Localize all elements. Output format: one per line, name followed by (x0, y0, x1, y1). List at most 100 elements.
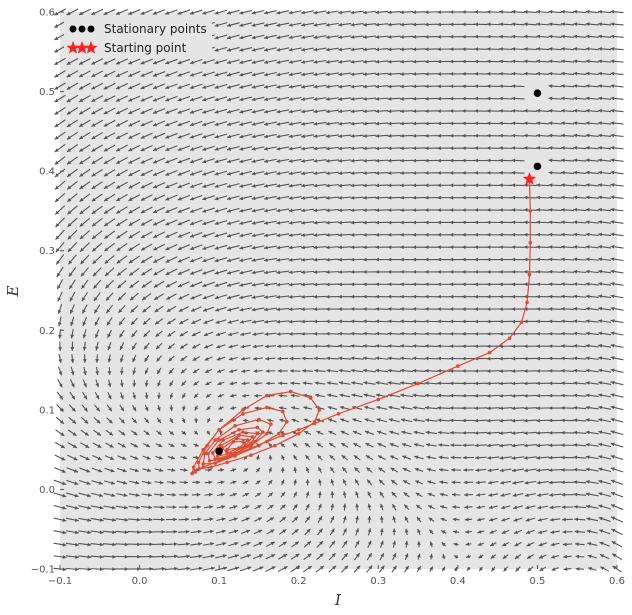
vector-arrow (598, 343, 612, 348)
vector-arrow (362, 171, 376, 176)
vector-arrow (573, 319, 587, 324)
vector-arrow (288, 258, 302, 262)
trajectory-point (201, 447, 206, 452)
vector-arrow (95, 366, 100, 376)
vector-arrow (537, 505, 549, 510)
vector-arrow (501, 517, 510, 522)
vector-arrow (251, 109, 265, 114)
vector-arrow (437, 59, 451, 64)
vector-arrow (276, 158, 290, 163)
vector-arrow (379, 515, 384, 524)
vector-arrow (128, 70, 141, 77)
vector-arrow (514, 541, 522, 547)
vector-arrow (573, 71, 587, 76)
vector-arrow (140, 107, 153, 115)
vector-arrow (329, 466, 335, 474)
vector-arrow (453, 555, 459, 559)
vector-arrow (69, 304, 75, 314)
vector-arrow (362, 307, 376, 311)
vector-arrow (115, 505, 128, 510)
vector-arrow (598, 380, 612, 385)
trajectory-point (243, 443, 248, 448)
vector-arrow (202, 158, 215, 164)
vector-arrow (91, 58, 104, 65)
vector-arrow (536, 418, 550, 423)
vector-arrow (203, 529, 214, 534)
vector-arrow (144, 379, 149, 387)
vector-arrow (338, 233, 352, 237)
vector-arrow (387, 146, 401, 151)
vector-arrow (192, 480, 201, 485)
vector-arrow (179, 343, 188, 349)
vector-arrow (523, 319, 537, 324)
vector-arrow (501, 529, 510, 534)
trajectory-point (296, 431, 301, 436)
vector-arrow (280, 491, 286, 498)
vector-arrow (427, 492, 436, 497)
vector-arrow (573, 381, 587, 385)
vector-arrow (424, 356, 438, 361)
vector-arrow (276, 10, 290, 15)
vector-arrow (437, 133, 451, 138)
vector-arrow (130, 305, 139, 313)
vector-arrow (486, 356, 500, 361)
vector-arrow (141, 493, 152, 497)
vector-arrow (165, 132, 178, 139)
vector-arrow (239, 146, 253, 151)
vector-arrow (214, 34, 228, 40)
vector-arrow (474, 146, 488, 151)
vector-arrow (102, 567, 117, 572)
vector-arrow (263, 270, 277, 275)
vector-arrow (207, 418, 211, 423)
vector-arrow (79, 242, 90, 253)
vector-arrow (536, 47, 550, 51)
vector-arrow (449, 34, 463, 39)
vector-arrow (562, 530, 573, 534)
vector-arrow (461, 146, 475, 151)
vector-arrow (140, 218, 153, 226)
vector-arrow (362, 245, 376, 250)
vector-arrow (375, 146, 389, 151)
vector-arrow (474, 220, 488, 225)
x-tick-label: 0.1 (211, 576, 227, 587)
vector-arrow (400, 96, 414, 101)
vector-arrow (523, 456, 537, 460)
vector-arrow (560, 84, 575, 88)
vector-arrow (325, 72, 339, 77)
vector-arrow (156, 355, 162, 362)
vector-arrow (55, 229, 65, 240)
vector-arrow (461, 109, 475, 113)
vector-arrow (241, 505, 250, 510)
vector-arrow (474, 294, 488, 299)
vector-arrow (598, 145, 612, 150)
vector-arrow (400, 307, 414, 311)
vector-arrow (239, 121, 253, 126)
vector-arrow (69, 391, 76, 400)
vector-arrow (523, 344, 537, 349)
vector-arrow (152, 95, 166, 102)
vector-arrow (598, 467, 612, 473)
vector-arrow (263, 195, 277, 201)
vector-arrow (400, 10, 414, 15)
vector-arrow (610, 430, 624, 436)
vector-arrow (536, 22, 550, 27)
vector-arrow (536, 282, 550, 287)
vector-arrow (288, 282, 302, 287)
vector-arrow (548, 369, 562, 373)
vector-arrow (486, 406, 500, 411)
vector-arrow (313, 331, 327, 336)
vector-arrow (573, 282, 587, 286)
vector-arrow (511, 418, 525, 423)
vector-arrow (79, 156, 91, 165)
vector-arrow (499, 133, 513, 138)
vector-arrow (325, 307, 339, 311)
vector-arrow (487, 468, 499, 473)
vector-arrow (304, 430, 312, 435)
vector-arrow (425, 418, 438, 423)
vector-arrow (169, 417, 174, 424)
vector-arrow (511, 208, 525, 212)
vector-arrow (119, 354, 124, 363)
vector-arrow (165, 280, 178, 288)
vector-arrow (316, 553, 324, 561)
vector-arrow (338, 196, 352, 200)
